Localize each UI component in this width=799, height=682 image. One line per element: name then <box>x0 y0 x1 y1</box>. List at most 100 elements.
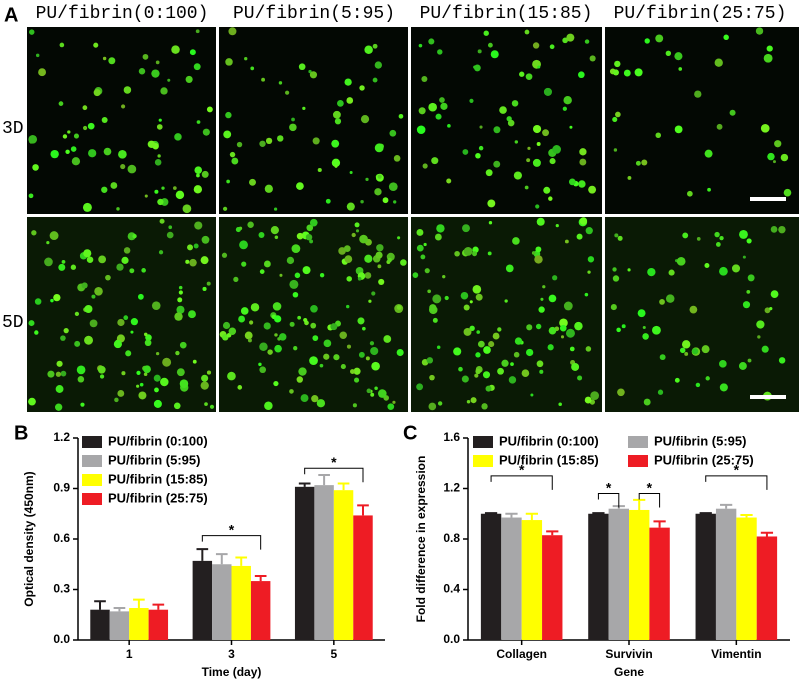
cell <box>154 159 162 166</box>
cell <box>306 224 314 232</box>
cell <box>370 346 379 356</box>
cell <box>474 373 479 378</box>
cell <box>655 132 662 139</box>
cell <box>147 140 156 148</box>
charts: B 0.0 0.3 0.6 0.9 1.2 Optical density (450nm) T… <box>14 422 790 679</box>
cell <box>227 371 236 381</box>
cell <box>473 64 481 72</box>
cell <box>267 349 273 355</box>
cell <box>436 224 445 233</box>
cell <box>612 275 620 282</box>
cell <box>487 42 493 48</box>
error-bar <box>592 512 605 515</box>
bar <box>542 535 563 640</box>
cell <box>259 342 268 352</box>
cell <box>166 231 174 239</box>
x-axis-label: Time (day) <box>202 665 262 679</box>
cell <box>396 305 402 310</box>
cell <box>272 302 282 311</box>
cell <box>334 164 338 168</box>
column-label: PU/fibrin(0:100) <box>36 4 209 24</box>
cell <box>360 115 370 124</box>
cell <box>487 251 492 256</box>
cell <box>357 317 365 325</box>
cell <box>28 397 36 406</box>
cell <box>206 370 212 375</box>
cell <box>678 67 683 71</box>
x-tick-label: Collagen <box>496 647 547 661</box>
cell <box>642 325 646 329</box>
cell <box>374 386 378 391</box>
cell <box>704 149 713 158</box>
error-bar <box>484 512 498 515</box>
cell <box>431 157 439 165</box>
cell <box>325 198 331 204</box>
cell <box>357 276 362 281</box>
legend-swatch <box>82 455 102 467</box>
cell <box>460 291 469 300</box>
x-tick-label: Survivin <box>605 647 652 661</box>
cell <box>397 236 401 240</box>
cell <box>371 291 376 296</box>
bar <box>629 509 650 640</box>
cell <box>418 107 426 115</box>
significance-bracket <box>490 475 553 490</box>
cell <box>142 53 149 60</box>
legend-label: PU/fibrin (15:85) <box>499 452 599 467</box>
cell <box>469 325 475 331</box>
cell <box>687 190 693 197</box>
cell <box>338 247 346 255</box>
cell <box>568 178 576 186</box>
cell <box>63 328 69 334</box>
error-bar <box>720 503 733 509</box>
row-label: 3D <box>2 119 24 139</box>
cell <box>423 242 427 247</box>
cell <box>240 307 249 315</box>
cell <box>692 348 699 355</box>
cell <box>77 375 85 383</box>
cell <box>151 301 161 310</box>
cell <box>289 279 299 289</box>
cell <box>536 142 541 146</box>
cell <box>249 178 256 186</box>
cell <box>289 321 295 327</box>
cell <box>60 370 67 377</box>
cell <box>679 347 686 354</box>
cell <box>258 362 262 367</box>
cell <box>437 401 443 406</box>
cell <box>524 29 530 35</box>
cell <box>577 375 583 381</box>
cell <box>258 232 265 238</box>
x-tick-label: 5 <box>330 647 337 661</box>
cell <box>674 52 683 61</box>
cell <box>514 140 519 144</box>
cell <box>585 227 593 235</box>
cell <box>472 284 482 294</box>
cell <box>174 133 182 141</box>
cell <box>589 55 596 62</box>
cell <box>485 169 493 177</box>
cell <box>193 63 201 71</box>
cell <box>488 341 495 348</box>
cell <box>612 267 617 272</box>
significance-star: * <box>331 454 337 470</box>
cell <box>674 377 680 383</box>
cell <box>511 100 519 107</box>
cell <box>362 326 366 331</box>
cell <box>428 402 437 411</box>
cell <box>365 177 369 181</box>
cell <box>176 368 185 377</box>
cell <box>343 245 351 252</box>
cell <box>193 243 199 249</box>
column-label: PU/fibrin(15:85) <box>420 4 593 24</box>
cell <box>360 199 364 204</box>
cell <box>173 402 181 410</box>
cell <box>444 295 449 301</box>
cell <box>349 171 353 175</box>
cell <box>372 43 378 49</box>
cell <box>584 292 589 297</box>
bar <box>192 560 213 640</box>
cell <box>238 315 246 323</box>
cell <box>129 268 135 274</box>
micrograph <box>27 27 216 214</box>
